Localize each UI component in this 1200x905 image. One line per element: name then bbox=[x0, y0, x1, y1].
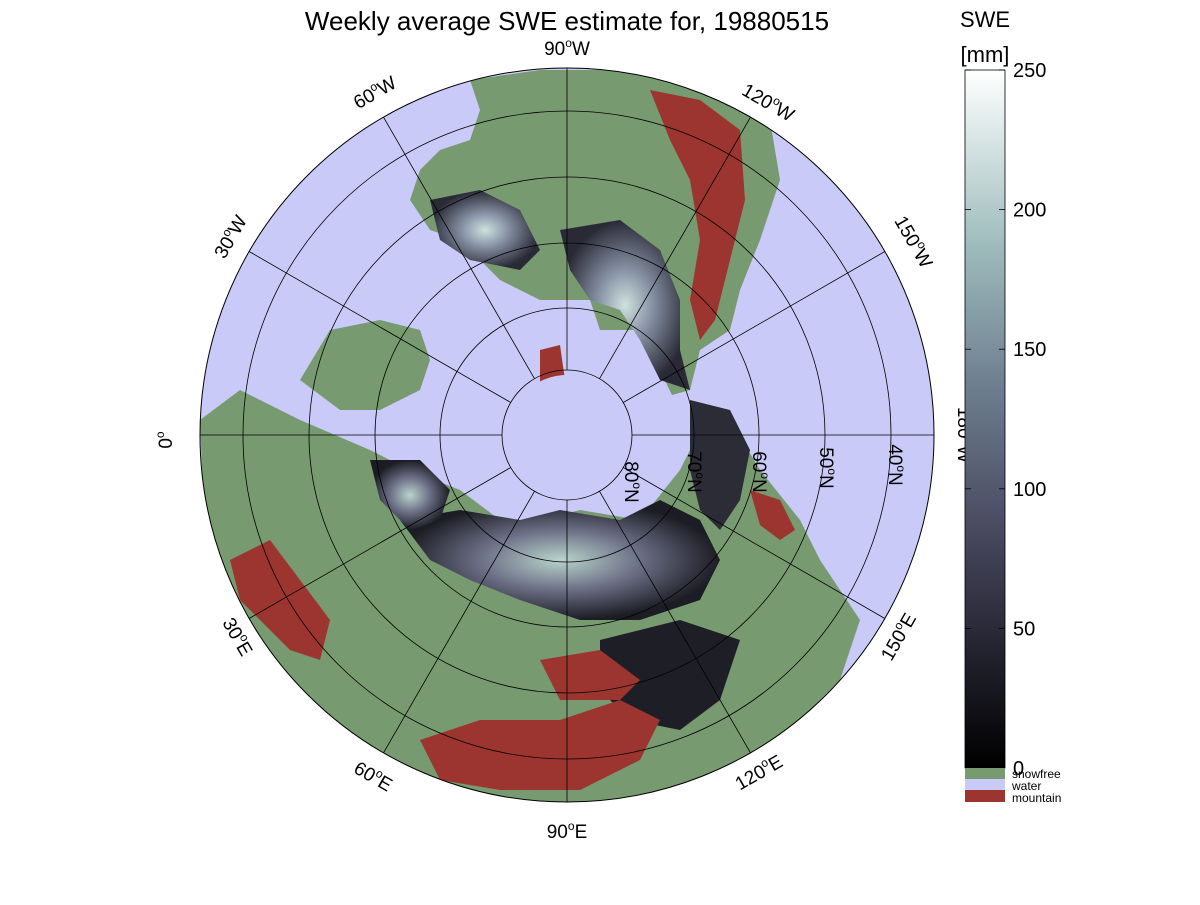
lon-label-90w: 90oW bbox=[544, 36, 590, 60]
snow-hudson-region bbox=[560, 220, 690, 390]
mountain-central-asia bbox=[420, 700, 660, 790]
mountain-europe bbox=[230, 540, 330, 660]
meridian-line bbox=[599, 114, 753, 379]
colorbar-tick-label: 0 bbox=[1013, 758, 1024, 780]
lon-label-0: 0o bbox=[153, 431, 177, 449]
meridian-line bbox=[381, 114, 535, 379]
chart-title: Weekly average SWE estimate for, 1988051… bbox=[305, 6, 829, 36]
mountain-rockies bbox=[650, 90, 745, 340]
lat-label-40n: 40oN bbox=[884, 444, 908, 486]
lat-label-70n: 70oN bbox=[683, 451, 707, 493]
lat-label-60n: 60oN bbox=[748, 451, 772, 493]
meridian-line bbox=[381, 491, 535, 756]
lon-label-30w: 30oW bbox=[208, 211, 252, 263]
legend-swatch-mountain bbox=[965, 790, 1005, 802]
colorbar-gradient bbox=[964, 69, 1006, 769]
snow-alaska bbox=[690, 400, 750, 530]
meridian-line bbox=[623, 249, 888, 403]
colorbar-tick-label: 200 bbox=[1013, 200, 1046, 222]
lon-label-90e: 90oE bbox=[547, 819, 588, 843]
colorbar-legend: snowfree water mountain bbox=[965, 767, 1061, 805]
legend-label-water: water bbox=[1011, 779, 1041, 793]
snow-far-east bbox=[600, 620, 740, 730]
colorbar-label-line2: [mm] bbox=[961, 42, 1010, 67]
legend-label-mountain: mountain bbox=[1012, 791, 1061, 805]
legend-label-snowfree: snowfree bbox=[1012, 767, 1061, 781]
meridian-line bbox=[623, 467, 888, 621]
lon-label-150w: 150oW bbox=[890, 211, 939, 272]
landmass-greenland bbox=[300, 320, 430, 410]
meridian-line bbox=[599, 491, 753, 756]
map-border bbox=[199, 67, 935, 803]
meridian-line bbox=[246, 249, 511, 403]
graticule bbox=[200, 68, 934, 802]
lon-label-60e: 60oE bbox=[350, 755, 397, 796]
arctic-ocean bbox=[507, 375, 627, 495]
snow-canadian-archipelago bbox=[430, 190, 540, 270]
colorbar-tick-label: 250 bbox=[1013, 60, 1046, 82]
colorbar: SWE [mm] 0 50 100 150 200 250 snowfree water … bbox=[960, 7, 1061, 805]
colorbar-tick-label: 150 bbox=[1013, 339, 1046, 361]
mountain-kamchatka bbox=[750, 490, 795, 540]
snow-scandinavia bbox=[370, 460, 450, 530]
colorbar-label-line1: SWE bbox=[960, 7, 1010, 32]
snow-siberia bbox=[400, 500, 720, 620]
latitude-labels: 80oN 70oN 60oN 50oN 40oN bbox=[620, 444, 908, 503]
lat-label-50n: 50oN bbox=[815, 447, 839, 489]
lat-label-80n: 80oN bbox=[620, 461, 644, 503]
colorbar-ticks: 0 50 100 150 200 250 bbox=[965, 60, 1046, 780]
lon-label-60w: 60oW bbox=[349, 70, 401, 114]
polar-map bbox=[200, 68, 934, 802]
legend-swatch-water bbox=[965, 779, 1005, 790]
legend-swatch-snowfree bbox=[965, 768, 1005, 779]
colorbar-tick-label: 100 bbox=[1013, 479, 1046, 501]
colorbar-tick-label: 50 bbox=[1013, 618, 1035, 640]
meridian-line bbox=[246, 467, 511, 621]
mountain-tibet bbox=[540, 650, 640, 700]
